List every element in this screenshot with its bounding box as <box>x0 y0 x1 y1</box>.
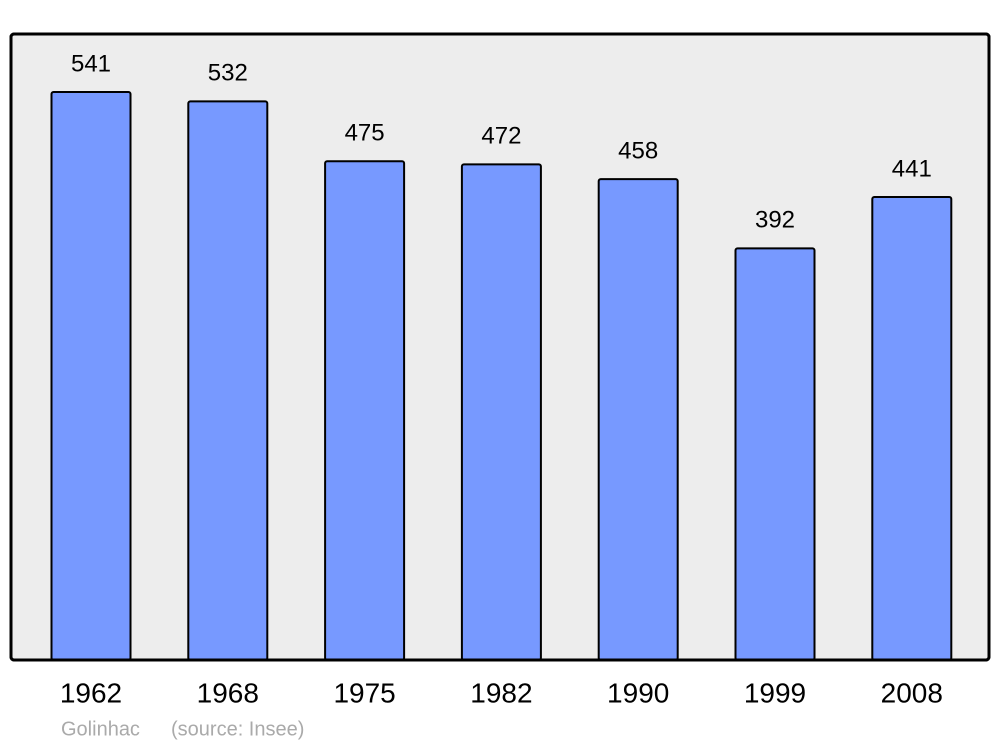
value-label: 541 <box>71 50 111 77</box>
caption: Golinhac <box>61 718 140 740</box>
bar <box>187 100 269 661</box>
value-label: 475 <box>345 120 385 147</box>
value-label: 472 <box>481 123 521 150</box>
value-label: 441 <box>892 155 932 182</box>
bar <box>324 160 406 661</box>
value-label: 532 <box>208 60 248 87</box>
x-tick-label: 1968 <box>197 677 259 708</box>
source: (source: Insee) <box>171 718 304 740</box>
bar <box>50 90 132 661</box>
bar <box>460 163 542 661</box>
x-tick-label: 1990 <box>607 677 669 708</box>
x-tick-label: 1982 <box>470 677 532 708</box>
plot-border <box>9 32 991 662</box>
x-tick-label: 1975 <box>333 677 395 708</box>
bar <box>871 195 953 661</box>
x-tick-label: 1962 <box>60 677 122 708</box>
value-label: 392 <box>755 207 795 234</box>
x-tick-label: 2008 <box>881 677 943 708</box>
bar <box>597 178 679 661</box>
x-tick-label: 1999 <box>744 677 806 708</box>
value-label: 458 <box>618 137 658 164</box>
bar <box>734 247 816 661</box>
